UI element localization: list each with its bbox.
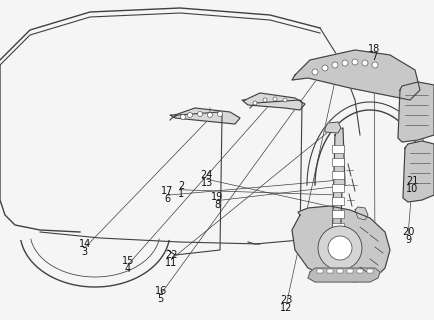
Text: 10: 10 — [406, 184, 418, 194]
Text: 11: 11 — [165, 258, 178, 268]
Bar — [332, 210, 344, 218]
Circle shape — [263, 98, 267, 102]
Polygon shape — [242, 93, 305, 110]
Circle shape — [273, 97, 277, 101]
Circle shape — [322, 65, 328, 71]
Polygon shape — [355, 207, 368, 220]
Bar — [332, 197, 344, 205]
Bar — [327, 269, 333, 273]
Circle shape — [207, 113, 213, 117]
Text: 9: 9 — [405, 235, 411, 245]
Text: 23: 23 — [280, 295, 293, 305]
Text: 1: 1 — [178, 188, 184, 199]
Polygon shape — [292, 50, 420, 100]
Circle shape — [342, 60, 348, 66]
Text: 6: 6 — [164, 194, 170, 204]
Text: 17: 17 — [161, 186, 173, 196]
Bar — [332, 236, 344, 244]
Bar — [367, 269, 373, 273]
Bar — [332, 158, 344, 166]
Bar — [332, 223, 344, 231]
Text: 21: 21 — [406, 176, 418, 186]
Text: 24: 24 — [201, 170, 213, 180]
Text: 22: 22 — [165, 250, 178, 260]
Bar — [357, 269, 363, 273]
Bar — [347, 269, 353, 273]
Bar — [337, 269, 343, 273]
Text: 3: 3 — [82, 247, 88, 257]
Polygon shape — [403, 141, 434, 202]
Text: 16: 16 — [155, 285, 167, 296]
Polygon shape — [308, 268, 380, 282]
Circle shape — [197, 111, 203, 116]
Circle shape — [372, 62, 378, 68]
Circle shape — [312, 69, 318, 75]
Circle shape — [362, 60, 368, 66]
Text: 8: 8 — [214, 200, 220, 210]
Polygon shape — [170, 108, 240, 124]
Bar — [332, 171, 344, 179]
Polygon shape — [292, 206, 390, 282]
Bar — [317, 269, 323, 273]
Bar — [332, 184, 344, 192]
Text: 13: 13 — [201, 178, 213, 188]
Text: 7: 7 — [371, 52, 377, 62]
Circle shape — [217, 111, 223, 116]
Circle shape — [332, 62, 338, 68]
Text: 19: 19 — [211, 192, 223, 202]
Text: 12: 12 — [280, 303, 293, 313]
Text: 4: 4 — [125, 264, 131, 274]
Text: 5: 5 — [158, 293, 164, 304]
Text: 20: 20 — [402, 227, 414, 237]
Circle shape — [328, 236, 352, 260]
Bar — [332, 145, 344, 153]
Circle shape — [318, 226, 362, 270]
Polygon shape — [325, 122, 341, 133]
Text: 2: 2 — [178, 180, 184, 191]
Text: 15: 15 — [122, 256, 134, 266]
Polygon shape — [332, 128, 345, 256]
Circle shape — [181, 115, 185, 119]
Circle shape — [283, 98, 287, 102]
Text: 18: 18 — [368, 44, 380, 54]
Text: 14: 14 — [79, 239, 91, 249]
Circle shape — [253, 101, 257, 105]
Circle shape — [187, 113, 193, 117]
Circle shape — [352, 59, 358, 65]
Polygon shape — [398, 82, 434, 142]
